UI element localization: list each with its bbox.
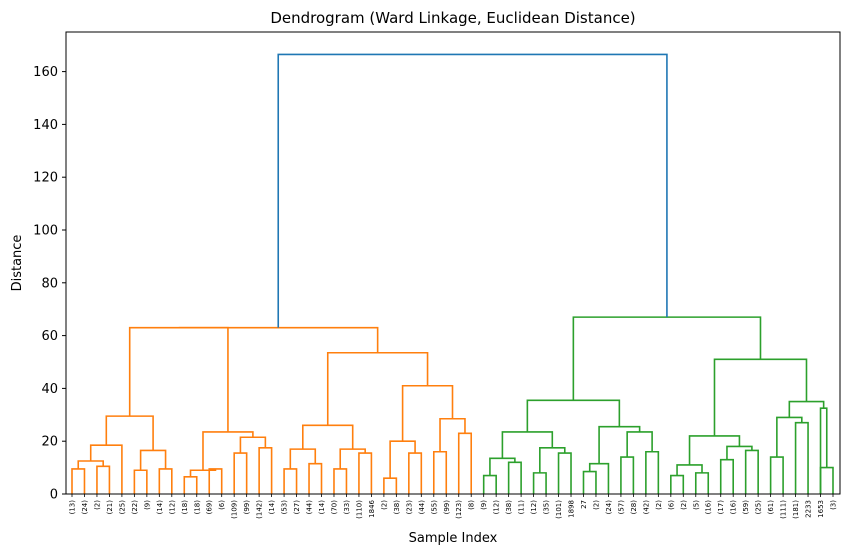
- leaf-label: (27): [293, 500, 301, 515]
- leaf-label: (23): [405, 500, 413, 515]
- leaf-label: 27: [580, 500, 588, 509]
- leaf-label: (12): [530, 500, 538, 515]
- leaf-label: (123): [455, 500, 463, 519]
- leaf-label: (22): [131, 500, 139, 515]
- leaf-label: (25): [118, 500, 126, 515]
- y-tick-label: 60: [41, 329, 58, 344]
- leaf-label: (38): [505, 500, 513, 515]
- leaf-label: (12): [168, 500, 176, 515]
- leaf-label: (2): [93, 500, 101, 510]
- leaf-label: (57): [617, 500, 625, 515]
- leaf-label: (42): [642, 500, 650, 515]
- leaf-label: (101): [555, 500, 563, 519]
- leaf-label: (181): [792, 500, 800, 519]
- leaf-label: 1653: [817, 500, 825, 518]
- leaf-label: 2233: [805, 500, 813, 518]
- leaf-label: (18): [181, 500, 189, 515]
- leaf-labels: (13) (24) (2) (21) (25) (22) (9) (14) (12) (18) (1…: [69, 494, 838, 519]
- leaf-label: (8): [468, 500, 476, 510]
- leaf-label: (12): [493, 500, 501, 515]
- leaf-label: (70): [330, 500, 338, 515]
- leaf-label: (14): [268, 500, 276, 515]
- leaf-label: (110): [355, 500, 363, 519]
- leaf-label: (13): [69, 500, 77, 515]
- leaf-label: (99): [243, 500, 251, 515]
- leaf-label: (17): [717, 500, 725, 515]
- leaf-label: (25): [755, 500, 763, 515]
- leaf-label: (111): [780, 500, 788, 519]
- leaf-label: (44): [418, 500, 426, 515]
- plot-frame: [65, 31, 841, 495]
- leaf-label: (2): [592, 500, 600, 510]
- leaf-label: (16): [705, 500, 713, 515]
- leaf-label: (35): [543, 500, 551, 515]
- leaf-label: (99): [443, 500, 451, 515]
- leaf-label: (18): [193, 500, 201, 515]
- leaf-label: (44): [306, 500, 314, 515]
- leaf-label: (61): [767, 500, 775, 515]
- leaf-label: (9): [143, 500, 151, 510]
- leaf-label: 1898: [568, 500, 576, 518]
- leaf-label: (55): [430, 500, 438, 515]
- chart-title: Dendrogram (Ward Linkage, Euclidean Dist…: [270, 9, 635, 27]
- leaf-label: (2): [680, 500, 688, 510]
- y-tick-label: 80: [41, 276, 58, 291]
- leaf-label: (14): [318, 500, 326, 515]
- dendrogram-link: [178, 326, 379, 353]
- leaf-label: (2): [655, 500, 663, 510]
- leaf-label: (3): [830, 500, 838, 510]
- leaf-label: (33): [343, 500, 351, 515]
- y-tick-label: 140: [33, 118, 58, 133]
- leaf-label: (14): [156, 500, 164, 515]
- leaf-label: (16): [730, 500, 738, 515]
- y-tick-label: 0: [50, 488, 58, 503]
- leaf-label: (24): [605, 500, 613, 515]
- leaf-label: (28): [630, 500, 638, 515]
- dendrogram-links: [71, 53, 834, 494]
- leaf-label: 1846: [368, 499, 376, 517]
- leaf-label: (11): [518, 500, 526, 515]
- dendrogram-link: [277, 53, 668, 328]
- leaf-label: (5): [692, 500, 700, 510]
- leaf-label: (59): [742, 500, 750, 515]
- leaf-label: (6): [218, 500, 226, 510]
- leaf-label: (38): [393, 500, 401, 515]
- leaf-label: (9): [480, 500, 488, 510]
- y-tick-label: 40: [41, 382, 58, 397]
- y-axis: 0 20 40 60 80 100 120 140 160: [33, 65, 66, 503]
- leaf-label: (21): [106, 500, 114, 515]
- leaf-label: (69): [206, 500, 214, 515]
- y-tick-label: 20: [41, 435, 58, 450]
- leaf-label: (53): [281, 500, 289, 515]
- x-axis-label: Sample Index: [409, 531, 498, 546]
- leaf-label: (142): [256, 500, 264, 519]
- leaf-label: (109): [231, 500, 239, 519]
- y-tick-label: 160: [33, 65, 58, 80]
- leaf-label: (2): [380, 500, 388, 510]
- y-tick-label: 120: [33, 171, 58, 186]
- leaf-label: (6): [667, 500, 675, 510]
- y-tick-label: 100: [33, 224, 58, 239]
- leaf-label: (24): [81, 500, 89, 515]
- y-axis-label: Distance: [10, 235, 25, 292]
